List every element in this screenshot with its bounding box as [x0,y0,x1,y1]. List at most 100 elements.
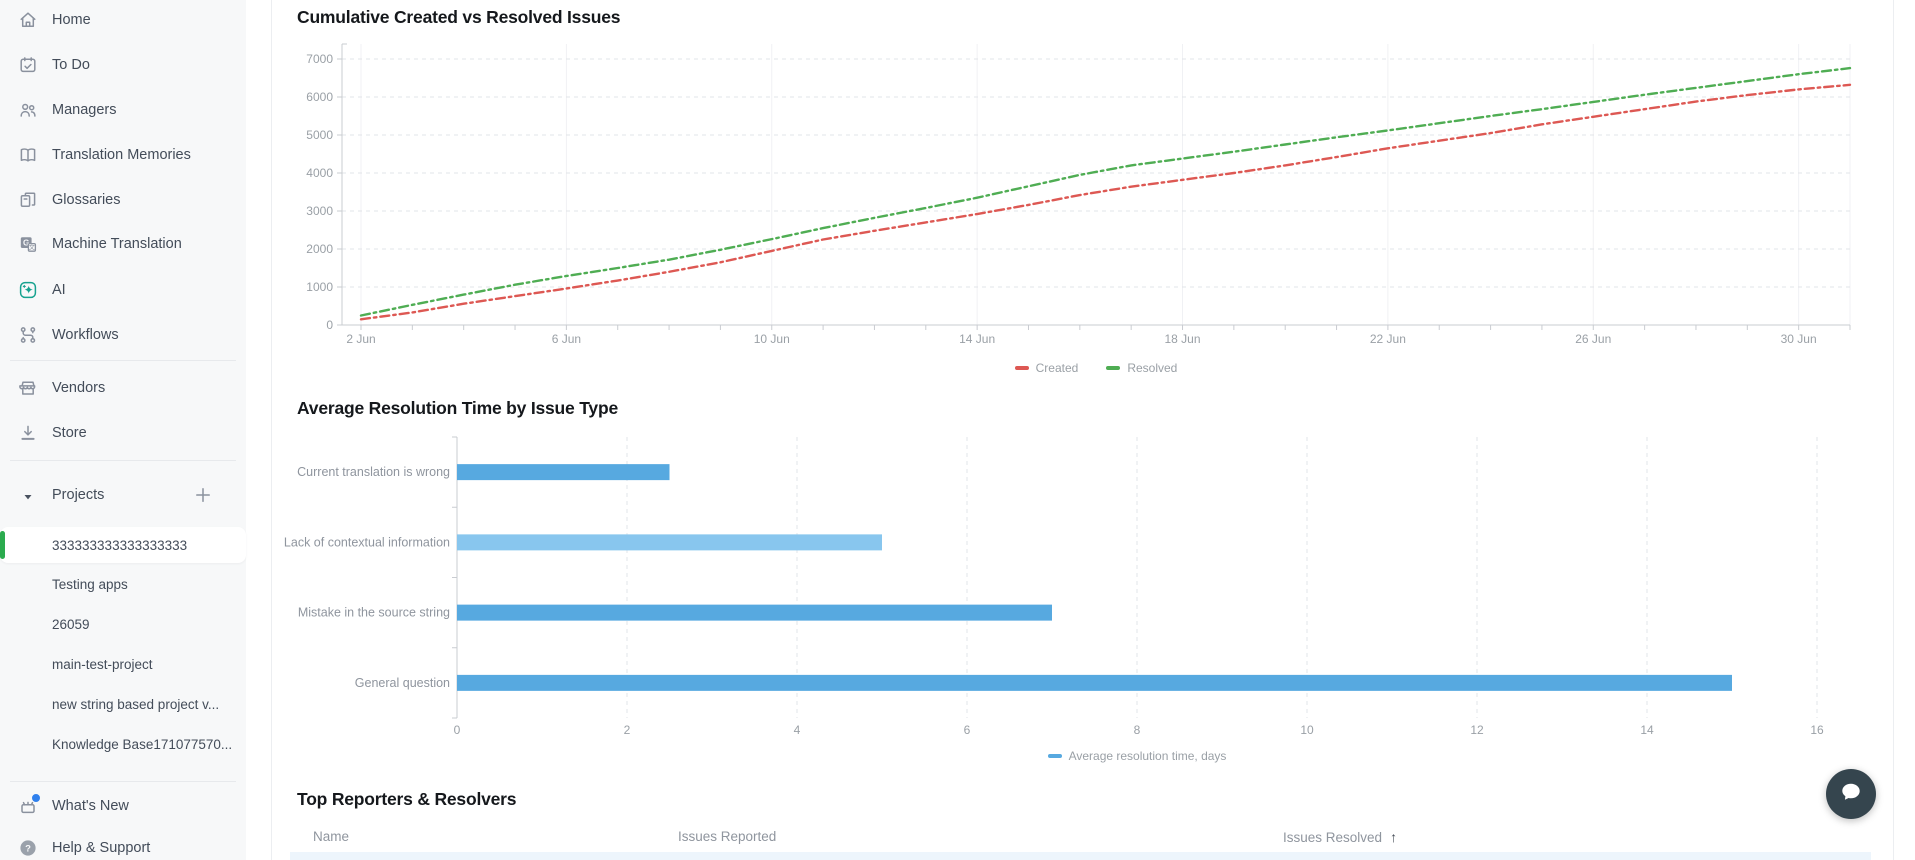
bar-general-question[interactable] [457,674,1732,691]
x-tick-label: 16 [1810,723,1824,737]
x-tick-label: 10 [1300,723,1314,737]
x-tick-label: 22 Jun [1370,332,1406,346]
legend-dash-icon [1014,366,1029,370]
sidebar-item-label: 333333333333333333 [52,537,188,553]
legend-label: Average resolution time, days [1068,749,1227,763]
home-icon [18,10,38,30]
cumulative-chart-legend: Created Resolved [342,359,1850,377]
selected-project-indicator [0,531,5,559]
y-tick-label: 4000 [306,166,333,180]
sidebar-project-new-string-based-project-v[interactable]: new string based project v... [0,686,246,722]
y-tick-label: 7000 [306,52,333,66]
sidebar-item-store[interactable]: Store [0,415,246,451]
table-row[interactable] [290,852,1871,860]
sidebar-divider [10,460,236,461]
sidebar-item-label: Knowledge Base171077570... [52,736,233,752]
sidebar-item-label: Managers [52,102,117,118]
x-tick-label: 4 [794,723,801,737]
x-tick-label: 14 [1640,723,1654,737]
column-header-name[interactable]: Name [313,829,349,844]
column-header-label: Name [313,829,350,844]
y-tick-label: 3000 [306,204,333,218]
sidebar-item-to-do[interactable]: To Do [0,47,246,83]
whats-new-icon [18,796,38,816]
y-tick-label: 5000 [306,128,333,142]
legend-item-resolved[interactable]: Resolved [1106,361,1177,375]
storefront-icon [18,378,38,398]
add-project-button[interactable] [193,485,213,505]
resolution-chart-title: Average Resolution Time by Issue Type [297,398,618,418]
series-line-resolved [359,66,1852,317]
sidebar-projects-header[interactable]: Projects [0,477,246,513]
sidebar-item-translation-memories[interactable]: Translation Memories [0,137,246,173]
sidebar-item-help-support[interactable]: ? Help & Support [0,830,246,860]
cumulative-chart[interactable]: 0 1000 2000 3000 4000 5000 6000 7000 2 Jun 6 Jun 1… [280,30,1870,360]
sidebar-item-label: 26059 [52,616,90,632]
sidebar-item-label: Testing apps [52,576,128,592]
legend-dash-icon [1047,754,1062,758]
sidebar-divider [10,360,236,361]
sidebar-project-knowledge-base171077570[interactable]: Knowledge Base171077570... [0,726,246,762]
sidebar-item-label: Glossaries [52,192,121,208]
x-tick-label: 14 Jun [959,332,995,346]
y-tick-label: 2000 [306,242,333,256]
sidebar-item-workflows[interactable]: Workflows [0,317,246,353]
sidebar-item-home[interactable]: Home [0,2,246,38]
column-header-issues-resolved[interactable]: Issues Resolved ↑ [1283,829,1397,845]
sidebar-item-label: Workflows [52,327,119,343]
sidebar-project-26059[interactable]: 26059 [0,606,246,642]
content-left-border [271,0,272,860]
open-book-icon [18,145,38,165]
workflow-icon [18,325,38,345]
x-tick-label: 30 Jun [1781,332,1817,346]
svg-text:?: ? [25,844,31,855]
bar-mistake-in-the-source-string[interactable] [457,604,1052,621]
svg-text:G: G [23,238,29,247]
legend-label: Created [1035,361,1079,375]
resolution-time-chart[interactable]: Current translation is wrong Lack of cont… [280,425,1870,740]
x-tick-label: 2 [624,723,631,737]
x-tick-label: 10 Jun [754,332,790,346]
sidebar-item-ai[interactable]: AI [0,272,246,308]
sidebar-item-glossaries[interactable]: Glossaries [0,182,246,218]
caret-down-icon[interactable] [22,490,34,502]
sidebar-item-managers[interactable]: Managers [0,92,246,128]
bar-lack-of-contextual-information[interactable] [457,534,882,551]
sidebar-item-label: new string based project v... [52,696,220,712]
content-right-border [1893,0,1894,860]
sidebar-item-label: AI [52,282,66,298]
column-header-label: Issues Reported [678,829,777,844]
chat-launcher-button[interactable] [1826,769,1876,819]
column-header-issues-reported[interactable]: Issues Reported [678,829,776,844]
sidebar-item-label: To Do [52,57,90,73]
legend-item-created[interactable]: Created [1014,361,1079,375]
x-tick-label: 6 [964,723,971,737]
sidebar-item-whats-new[interactable]: What's New [0,788,246,824]
y-tick-label: 1000 [306,280,333,294]
sidebar-project-main-test-project[interactable]: main-test-project [0,646,246,682]
help-icon: ? [18,838,38,858]
y-tick-label: 6000 [306,90,333,104]
sidebar-item-label: main-test-project [52,656,153,672]
legend-item-average-resolution-time-days[interactable]: Average resolution time, days [1047,749,1227,763]
sidebar-item-vendors[interactable]: Vendors [0,370,246,406]
sidebar-divider [10,781,236,782]
sidebar-item-machine-translation[interactable]: G 文 Machine Translation [0,226,246,262]
bar-current-translation-is-wrong[interactable] [457,464,670,481]
ai-sparkle-icon [18,280,38,300]
x-tick-label: 26 Jun [1575,332,1611,346]
category-label: Current translation is wrong [297,465,450,479]
sidebar-item-label: Vendors [52,380,106,396]
sidebar-project-testing-apps[interactable]: Testing apps [0,566,246,602]
sidebar-project-333333333333333333[interactable]: 333333333333333333 [0,527,246,563]
x-tick-label: 0 [454,723,461,737]
arrow-up-icon: ↑ [1390,829,1398,845]
sidebar-item-label: Machine Translation [52,236,182,252]
chat-bubble-icon [1838,779,1864,810]
category-label: General question [355,676,450,690]
table-title: Top Reporters & Resolvers [297,789,517,809]
sidebar-item-label: What's New [52,798,129,814]
sidebar: Projects Home To Do Managers Translation Me… [0,0,246,860]
